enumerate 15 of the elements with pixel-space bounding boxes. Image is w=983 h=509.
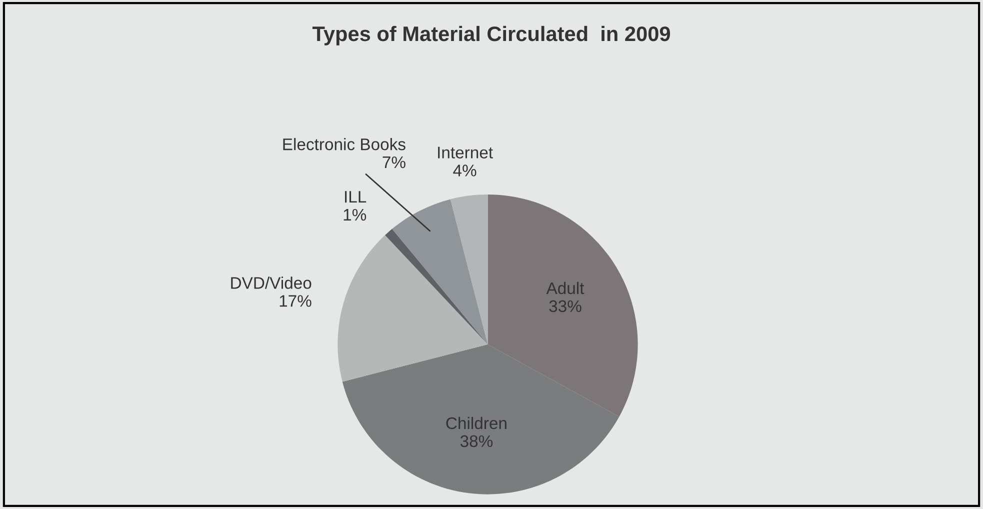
data-label: 33%: [549, 300, 582, 312]
data-label: 38%: [460, 435, 493, 448]
slice-label: ILL: [345, 191, 366, 203]
slice-label: Electronic Books: [283, 138, 406, 150]
pie-slice: [385, 228, 488, 344]
data-label: 4%: [453, 164, 476, 176]
data-label: 1%: [344, 208, 366, 221]
slice-label: Children: [446, 416, 506, 430]
slice-label: Internet: [438, 146, 493, 158]
data-label: 17%: [280, 295, 312, 307]
slice-label: DVD/Video: [231, 276, 312, 289]
data-label: 7%: [382, 156, 406, 168]
slice-label: Adult: [546, 282, 584, 294]
chart-title: Types of Material Circulated in 2009: [312, 26, 670, 46]
pie-slice: [392, 199, 488, 344]
